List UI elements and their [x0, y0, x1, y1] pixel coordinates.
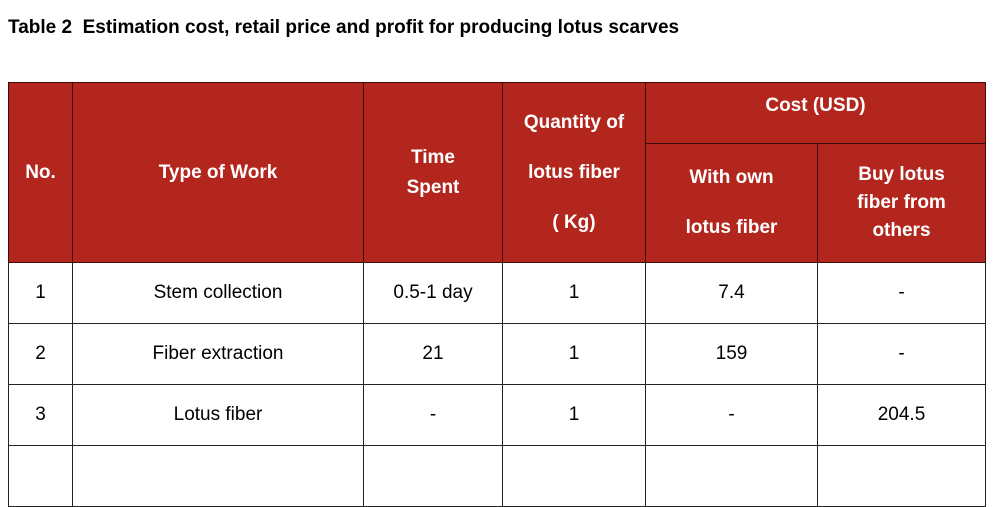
table-cell: 1: [502, 384, 646, 446]
table-cell: Lotus fiber: [72, 384, 364, 446]
header-line: With own: [689, 167, 774, 188]
table-cell: -: [645, 384, 818, 446]
table-cell: 159: [645, 323, 818, 385]
table-cell: 1: [502, 323, 646, 385]
header-line: fiber from: [857, 192, 946, 213]
header-cell: Type of Work: [72, 82, 364, 263]
table-cell: 3: [8, 384, 73, 446]
table-cell: 0.5-1 day: [363, 262, 503, 324]
header-line: lotus fiber: [685, 217, 778, 238]
table-row: 2 Fiber extraction 21 1 159-: [8, 323, 986, 385]
table-cell: 1: [8, 262, 73, 324]
header-cell: With own lotus fiber: [645, 143, 818, 263]
header-line: Buy lotus: [858, 164, 945, 185]
table-cell: 7.4: [645, 262, 818, 324]
table-cell: -: [817, 323, 986, 385]
header-cell: Quantity of lotus fiber ( Kg): [502, 82, 646, 263]
header-cell: No.: [8, 82, 73, 263]
table-title: Table 2 Estimation cost, retail price an…: [8, 17, 680, 38]
header-cell: Buy lotus fiber from others: [817, 143, 986, 263]
header-line: lotus fiber: [528, 161, 620, 183]
table-cell: Fiber extraction: [72, 323, 364, 385]
header-cell: Time Spent: [363, 82, 503, 263]
header-line: ( Kg): [552, 211, 596, 233]
table-row: 3 Lotus fiber -1-204.5: [8, 384, 986, 446]
cost-table: No. Type of Work Time Spent Quantity of …: [8, 82, 986, 507]
page: Table 2 Estimation cost, retail price an…: [8, 17, 986, 507]
table-cell: Stem collection: [72, 262, 364, 324]
table-cell: 1: [502, 262, 646, 324]
header-line: others: [872, 220, 931, 241]
header-cell: Cost (USD): [645, 82, 986, 144]
header-line: Spent: [406, 176, 460, 198]
table-cell: -: [363, 384, 503, 446]
table-row: 1 Stem collection 0.5-1 day 1 7.4-: [8, 262, 986, 324]
table-cell: 2: [8, 323, 73, 385]
table-cell: -: [817, 262, 986, 324]
table-cell: 204.5: [817, 384, 986, 446]
table-cell: 21: [363, 323, 503, 385]
table-body: 1 Stem collection 0.5-1 day 1 7.4-2 Fiber ext…: [8, 262, 986, 507]
header-line: Time: [410, 146, 455, 168]
header-line: Quantity of: [523, 111, 625, 133]
